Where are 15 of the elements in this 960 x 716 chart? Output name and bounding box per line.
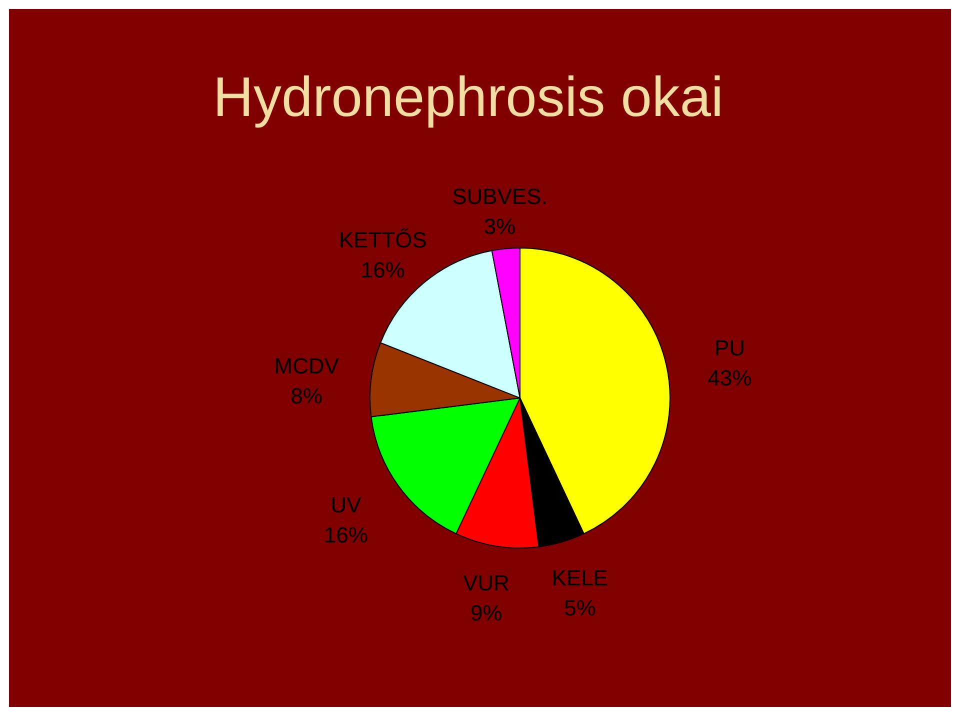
data-label: 3% xyxy=(484,214,516,239)
data-label: 5% xyxy=(564,595,596,620)
slice-label: KELE xyxy=(552,565,608,590)
slice-label: MCDV xyxy=(274,354,340,379)
data-label: 16% xyxy=(324,522,368,548)
slice-label: VUR xyxy=(463,570,510,596)
data-label: 9% xyxy=(470,600,502,626)
slice-label: SUBVES. xyxy=(452,184,548,209)
data-label: 43% xyxy=(708,365,752,390)
slice-label: PU xyxy=(714,335,746,360)
chart-title: Hydronephrosis okai xyxy=(213,65,724,128)
slice-label: UV xyxy=(330,492,362,518)
slice-label: KETTŐS xyxy=(338,228,427,253)
data-label: 16% xyxy=(360,258,405,283)
data-label: 8% xyxy=(290,384,323,409)
